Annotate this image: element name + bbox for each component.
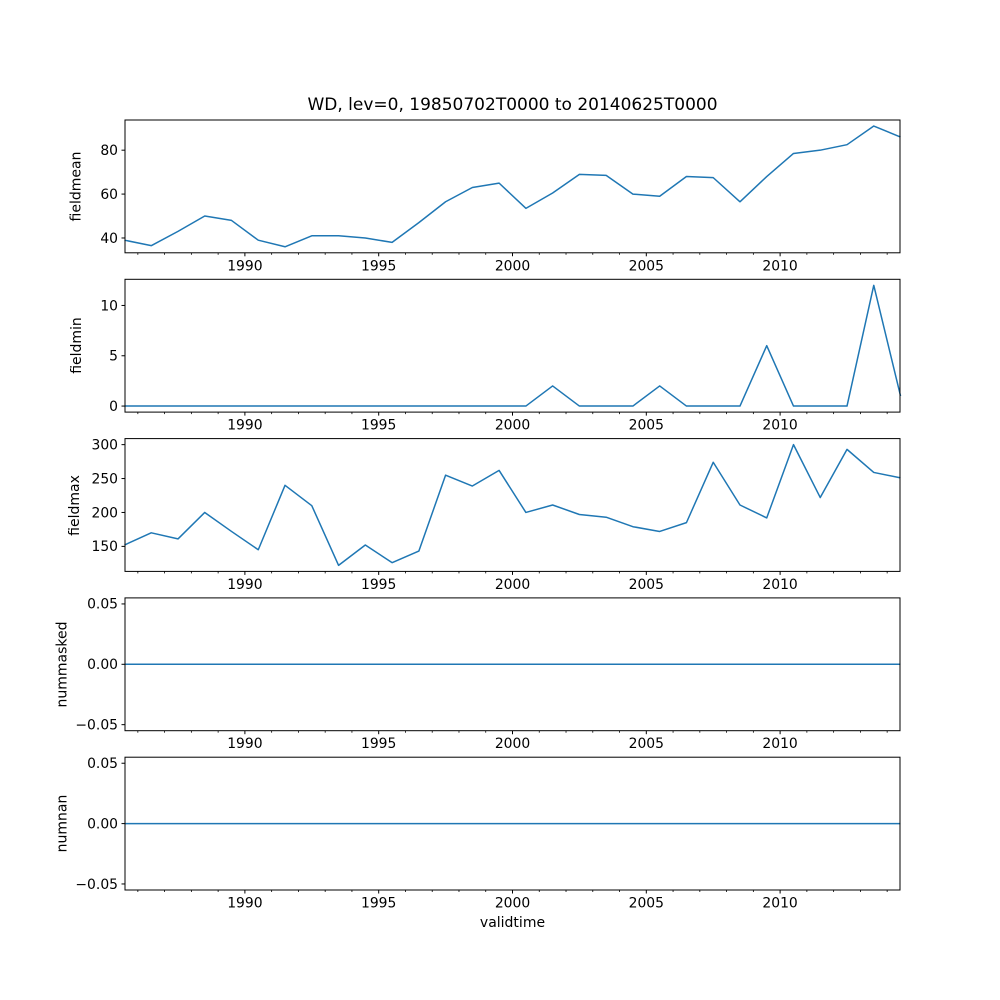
y-tick-label: 0 — [109, 399, 118, 415]
x-tick-label: 1990 — [227, 577, 262, 593]
data-line — [124, 284, 902, 407]
y-tick-label: 80 — [100, 143, 118, 159]
y-tick-label: 60 — [100, 187, 118, 203]
x-tick-label: 1990 — [227, 258, 262, 274]
x-tick-label: 1990 — [227, 736, 262, 752]
y-axis-label-numnan: numnan — [54, 794, 71, 853]
data-line — [124, 125, 901, 248]
y-tick-label: 0.00 — [87, 657, 118, 673]
y-tick-label: 200 — [91, 505, 118, 521]
subplot-fieldmean: 40 60 80 1990 1995 2000 2005 2010 — [100, 119, 901, 274]
y-tick-label: −0.05 — [75, 717, 118, 733]
y-tick-label: 300 — [91, 437, 118, 453]
x-tick-label: 1995 — [361, 258, 396, 274]
x-tick-label: 2005 — [629, 896, 664, 912]
x-tick-label: 2005 — [629, 577, 664, 593]
x-tick-label: 2005 — [629, 736, 664, 752]
x-tick-label: 2010 — [762, 418, 797, 434]
y-axis-label-fieldmax: fieldmax — [66, 474, 83, 536]
y-tick-label: 250 — [91, 471, 118, 487]
y-tick-label: −0.05 — [75, 877, 118, 893]
y-tick-label: 0.05 — [87, 756, 118, 772]
y-axis-label-nummasked: nummasked — [54, 621, 71, 708]
x-tick-label: 2000 — [495, 418, 530, 434]
x-tick-label: 2000 — [495, 736, 530, 752]
y-tick-label: 40 — [100, 231, 118, 247]
subplot-fieldmax: 150 200 250 300 1990 1995 2000 2005 2010 — [91, 437, 901, 593]
y-axis-label-fieldmean: fieldmean — [68, 151, 85, 222]
x-tick-label: 1990 — [227, 896, 262, 912]
subplot-numnan: −0.05 0.00 0.05 1990 1995 2000 2005 2010 — [75, 756, 901, 912]
data-line — [124, 443, 901, 567]
subplot-nummasked: −0.05 0.00 0.05 1990 1995 2000 2005 2010 — [75, 597, 901, 752]
y-tick-label: 150 — [91, 539, 118, 555]
y-tick-label: 0.00 — [87, 816, 118, 832]
x-tick-label: 2000 — [495, 577, 530, 593]
x-axis-label: validtime — [479, 915, 546, 931]
x-tick-label: 2010 — [762, 577, 797, 593]
plot-frame — [124, 438, 901, 572]
y-tick-label: 10 — [100, 298, 118, 314]
x-tick-label: 2010 — [762, 736, 797, 752]
x-tick-label: 2000 — [495, 258, 530, 274]
x-tick-label: 1995 — [361, 418, 396, 434]
y-axis-label-fieldmin: fieldmin — [68, 317, 85, 374]
x-tick-label: 1995 — [361, 577, 396, 593]
x-tick-label: 2005 — [629, 418, 664, 434]
x-tick-label: 1990 — [227, 418, 262, 434]
x-tick-label: 1995 — [361, 736, 396, 752]
plot-frame — [124, 119, 901, 254]
x-tick-label: 1995 — [361, 896, 396, 912]
y-tick-label: 5 — [109, 349, 118, 365]
y-tick-label: 0.05 — [87, 597, 118, 613]
x-tick-label: 2010 — [762, 258, 797, 274]
x-tick-label: 2010 — [762, 896, 797, 912]
chart-title: WD, lev=0, 19850702T0000 to 20140625T000… — [307, 95, 718, 115]
x-tick-label: 2005 — [629, 258, 664, 274]
plot-frame — [124, 278, 901, 413]
subplot-fieldmin: 0 5 10 1990 1995 2000 2005 2010 — [100, 278, 902, 434]
x-tick-label: 2000 — [495, 896, 530, 912]
